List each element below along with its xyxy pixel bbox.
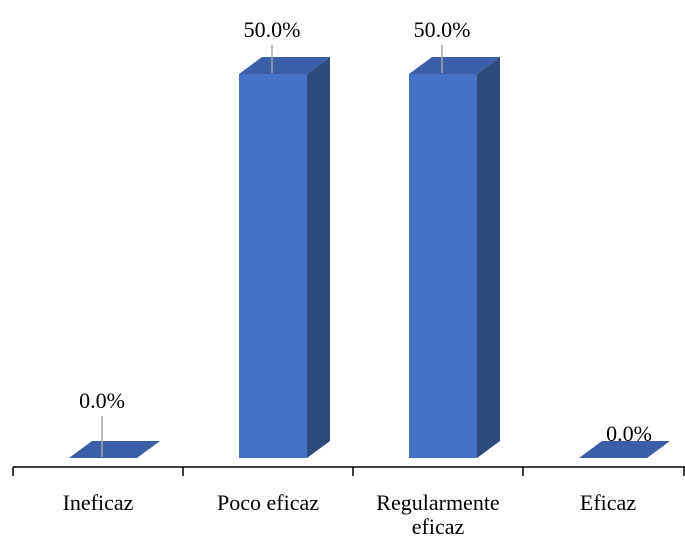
bar-4 bbox=[579, 441, 670, 458]
bar-side bbox=[477, 57, 500, 458]
x-tick-label: Poco eficaz bbox=[217, 490, 319, 515]
labels-layer: 0.0% 50.0% 50.0% 0.0% Ineficaz Poco eficaz Reg… bbox=[63, 17, 652, 539]
bars-layer bbox=[69, 57, 670, 458]
bar-front bbox=[239, 74, 307, 458]
bar-2 bbox=[239, 57, 330, 458]
x-axis bbox=[12, 466, 685, 476]
x-tick-label-line: Poco eficaz bbox=[217, 490, 319, 515]
data-label: 0.0% bbox=[79, 388, 125, 413]
x-tick-label-line: Eficaz bbox=[580, 490, 636, 515]
bar-top bbox=[69, 441, 160, 458]
x-tick-label-line: eficaz bbox=[412, 514, 465, 539]
bar-top bbox=[579, 441, 670, 458]
bar-top bbox=[239, 57, 330, 74]
bar-3 bbox=[409, 57, 500, 458]
bar-1 bbox=[69, 441, 160, 458]
data-label: 50.0% bbox=[414, 17, 471, 42]
data-label: 50.0% bbox=[244, 17, 301, 42]
data-label: 0.0% bbox=[606, 421, 652, 446]
x-tick-label-line: Ineficaz bbox=[63, 490, 134, 515]
x-tick-label-line: Regularmente bbox=[376, 490, 499, 515]
bar-top bbox=[409, 57, 500, 74]
bar-side bbox=[307, 57, 330, 458]
x-tick-label: Regularmente eficaz bbox=[376, 490, 499, 539]
x-tick-label: Eficaz bbox=[580, 490, 636, 515]
bar-front bbox=[409, 74, 477, 458]
x-tick-label: Ineficaz bbox=[63, 490, 134, 515]
